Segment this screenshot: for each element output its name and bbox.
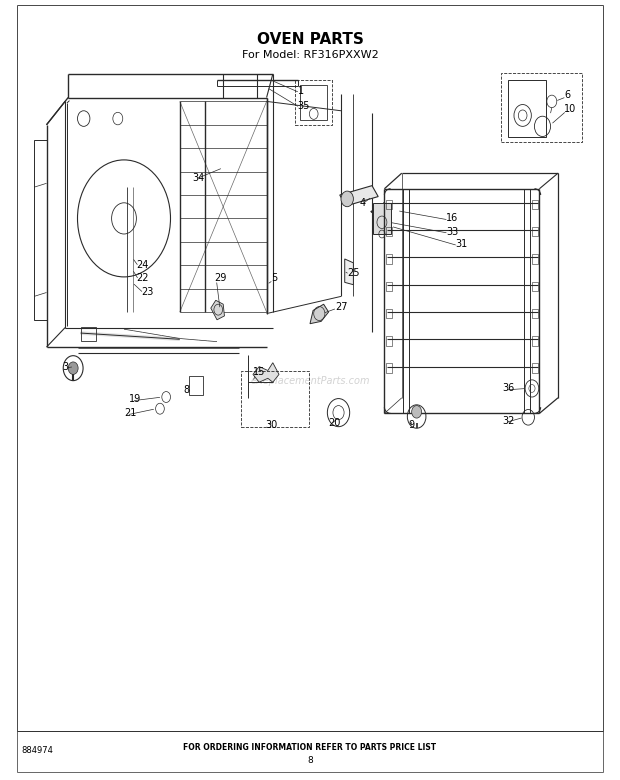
Bar (532, 227, 538, 236)
Bar (373, 203, 391, 234)
Text: eReplacementParts.com: eReplacementParts.com (250, 376, 370, 385)
Bar (386, 363, 392, 373)
Bar (386, 200, 392, 209)
Text: 8: 8 (183, 385, 189, 395)
Text: 884974: 884974 (22, 746, 53, 755)
Text: 33: 33 (446, 227, 459, 236)
Text: 19: 19 (129, 395, 141, 404)
Text: 8: 8 (307, 756, 313, 765)
Text: 21: 21 (124, 409, 136, 418)
Bar (532, 336, 538, 346)
Text: 30: 30 (265, 420, 278, 430)
Bar (189, 376, 203, 395)
Text: 31: 31 (456, 239, 468, 249)
Text: 6: 6 (564, 90, 570, 100)
Bar (386, 227, 392, 236)
Text: FOR ORDERING INFORMATION REFER TO PARTS PRICE LIST: FOR ORDERING INFORMATION REFER TO PARTS … (184, 743, 436, 752)
Text: 3: 3 (62, 362, 68, 371)
Text: 24: 24 (136, 261, 149, 270)
Bar (386, 309, 392, 318)
Circle shape (412, 406, 422, 418)
Bar (532, 363, 538, 373)
Text: 34: 34 (192, 173, 205, 183)
Text: OVEN PARTS: OVEN PARTS (257, 31, 363, 47)
Bar (241, 371, 309, 427)
Text: 32: 32 (502, 417, 515, 426)
Text: 5: 5 (271, 274, 277, 283)
Text: 9: 9 (408, 420, 414, 430)
Text: 10: 10 (564, 105, 577, 114)
Text: 35: 35 (298, 101, 310, 111)
Circle shape (68, 362, 78, 374)
Polygon shape (211, 300, 224, 320)
Text: 36: 36 (502, 384, 515, 393)
Bar (532, 282, 538, 291)
Polygon shape (253, 363, 279, 382)
Text: 22: 22 (136, 274, 149, 283)
Text: 23: 23 (141, 287, 154, 296)
Text: 27: 27 (335, 302, 347, 311)
Text: 1: 1 (298, 87, 304, 96)
Text: 25: 25 (347, 268, 360, 278)
Bar (508, 80, 546, 136)
Bar (501, 73, 582, 142)
Bar (300, 85, 327, 120)
Bar (532, 200, 538, 209)
Polygon shape (340, 186, 378, 206)
Text: 15: 15 (253, 367, 265, 377)
Bar (386, 254, 392, 264)
Bar (386, 336, 392, 346)
Text: For Model: RF316PXXW2: For Model: RF316PXXW2 (242, 50, 378, 59)
Text: 4: 4 (360, 198, 366, 207)
Bar (81, 327, 96, 341)
Bar (532, 254, 538, 264)
Text: 20: 20 (329, 418, 341, 427)
Text: 29: 29 (214, 274, 226, 283)
Polygon shape (310, 304, 329, 324)
Bar (386, 282, 392, 291)
Bar (295, 80, 332, 125)
Text: 16: 16 (446, 214, 459, 223)
Polygon shape (345, 259, 353, 285)
Bar (532, 309, 538, 318)
Circle shape (341, 191, 353, 207)
